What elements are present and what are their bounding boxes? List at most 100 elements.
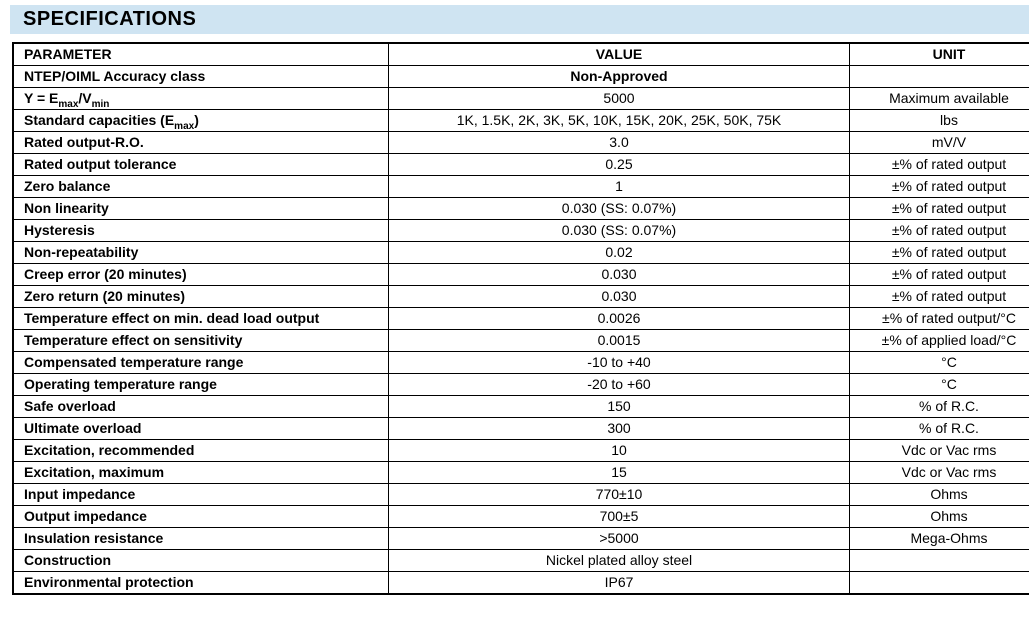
unit-cell: °C xyxy=(849,373,1029,396)
value-cell: >5000 xyxy=(388,527,850,550)
unit-cell: Vdc or Vac rms xyxy=(849,439,1029,462)
value-cell: 0.030 xyxy=(388,263,850,286)
unit-cell: Maximum available xyxy=(849,87,1029,110)
value-cell: 770±10 xyxy=(388,483,850,506)
unit-cell: Mega-Ohms xyxy=(849,527,1029,550)
table-row: NTEP/OIML Accuracy class Non-Approved xyxy=(12,65,1029,88)
parameter-cell: Ultimate overload xyxy=(12,417,389,440)
unit-cell: lbs xyxy=(849,109,1029,132)
parameter-cell: Creep error (20 minutes) xyxy=(12,263,389,286)
value-cell: 0.0015 xyxy=(388,329,850,352)
table-row: Non-repeatability 0.02 ±% of rated output xyxy=(12,241,1029,264)
unit-cell: ±% of rated output xyxy=(849,197,1029,220)
unit-cell xyxy=(849,65,1029,88)
value-cell: -20 to +60 xyxy=(388,373,850,396)
parameter-cell: Temperature effect on min. dead load out… xyxy=(12,307,389,330)
unit-cell: Ohms xyxy=(849,483,1029,506)
table-row: Y = Emax/Vmin 5000 Maximum available xyxy=(12,87,1029,110)
unit-cell xyxy=(849,571,1029,595)
table-row: Operating temperature range -20 to +60 °C xyxy=(12,373,1029,396)
parameter-cell: Insulation resistance xyxy=(12,527,389,550)
value-cell: 0.0026 xyxy=(388,307,850,330)
parameter-cell: Excitation, maximum xyxy=(12,461,389,484)
value-cell: 0.030 (SS: 0.07%) xyxy=(388,219,850,242)
table-row: Excitation, maximum 15 Vdc or Vac rms xyxy=(12,461,1029,484)
table-row: Safe overload 150% of R.C. xyxy=(12,395,1029,418)
value-cell: 0.030 (SS: 0.07%) xyxy=(388,197,850,220)
parameter-cell: Non linearity xyxy=(12,197,389,220)
value-cell: 0.02 xyxy=(388,241,850,264)
value-cell: 300 xyxy=(388,417,850,440)
value-cell: Non-Approved xyxy=(388,65,850,88)
unit-cell: °C xyxy=(849,351,1029,374)
value-cell: 3.0 xyxy=(388,131,850,154)
table-row: Input impedance 770±10 Ohms xyxy=(12,483,1029,506)
value-cell: Nickel plated alloy steel xyxy=(388,549,850,572)
parameter-cell: Zero balance xyxy=(12,175,389,198)
unit-cell: ±% of applied load/°C xyxy=(849,329,1029,352)
value-cell: 0.25 xyxy=(388,153,850,176)
parameter-cell: Y = Emax/Vmin xyxy=(12,87,389,110)
table-row: Environmental protection IP67 xyxy=(12,571,1029,595)
table-row: Rated output tolerance 0.25 ±% of rated ou… xyxy=(12,153,1029,176)
parameter-cell: Zero return (20 minutes) xyxy=(12,285,389,308)
unit-cell: ±% of rated output xyxy=(849,263,1029,286)
table-row: Temperature effect on sensitivity 0.0015 ±… xyxy=(12,329,1029,352)
parameter-cell: Rated output tolerance xyxy=(12,153,389,176)
parameter-cell: Safe overload xyxy=(12,395,389,418)
unit-cell xyxy=(849,549,1029,572)
unit-cell: ±% of rated output xyxy=(849,285,1029,308)
parameter-cell: Excitation, recommended xyxy=(12,439,389,462)
table-row: Hysteresis 0.030 (SS: 0.07%) ±% of rated o… xyxy=(12,219,1029,242)
parameter-cell: Construction xyxy=(12,549,389,572)
value-cell: 700±5 xyxy=(388,505,850,528)
table-row: Output impedance 700±5 Ohms xyxy=(12,505,1029,528)
unit-cell: ±% of rated output xyxy=(849,241,1029,264)
unit-cell: % of R.C. xyxy=(849,417,1029,440)
column-header-parameter: PARAMETER xyxy=(12,42,389,66)
table-row: Ultimate overload 300% of R.C. xyxy=(12,417,1029,440)
parameter-cell: NTEP/OIML Accuracy class xyxy=(12,65,389,88)
value-cell: 1 xyxy=(388,175,850,198)
table-row: Excitation, recommended 10 Vdc or Vac rms xyxy=(12,439,1029,462)
parameter-cell: Output impedance xyxy=(12,505,389,528)
value-cell: IP67 xyxy=(388,571,850,595)
table-row: Compensated temperature range -10 to +40 °… xyxy=(12,351,1029,374)
unit-cell: % of R.C. xyxy=(849,395,1029,418)
table-row: Standard capacities (Emax) 1K, 1.5K, 2K, … xyxy=(12,109,1029,132)
unit-cell: Ohms xyxy=(849,505,1029,528)
unit-cell: mV/V xyxy=(849,131,1029,154)
value-cell: 15 xyxy=(388,461,850,484)
table-header-row: PARAMETER VALUE UNIT xyxy=(12,42,1029,66)
value-cell: 150 xyxy=(388,395,850,418)
value-cell: 10 xyxy=(388,439,850,462)
table-body: NTEP/OIML Accuracy class Non-Approved Y = … xyxy=(12,65,1029,595)
value-cell: 5000 xyxy=(388,87,850,110)
parameter-cell: Rated output-R.O. xyxy=(12,131,389,154)
table-row: Non linearity 0.030 (SS: 0.07%) ±% of rate… xyxy=(12,197,1029,220)
unit-cell: ±% of rated output xyxy=(849,219,1029,242)
parameter-cell: Environmental protection xyxy=(12,571,389,595)
parameter-cell: Input impedance xyxy=(12,483,389,506)
column-header-unit: UNIT xyxy=(849,42,1029,66)
unit-cell: Vdc or Vac rms xyxy=(849,461,1029,484)
table-row: Zero return (20 minutes) 0.030 ±% of rated… xyxy=(12,285,1029,308)
table-row: Insulation resistance >5000 Mega-Ohms xyxy=(12,527,1029,550)
table-row: Temperature effect on min. dead load out… xyxy=(12,307,1029,330)
parameter-cell: Temperature effect on sensitivity xyxy=(12,329,389,352)
table-row: Construction Nickel plated alloy steel xyxy=(12,549,1029,572)
table-row: Zero balance 1 ±% of rated output xyxy=(12,175,1029,198)
section-title: SPECIFICATIONS xyxy=(23,8,197,30)
unit-cell: ±% of rated output xyxy=(849,175,1029,198)
unit-cell: ±% of rated output xyxy=(849,153,1029,176)
parameter-cell: Compensated temperature range xyxy=(12,351,389,374)
table-row: Rated output-R.O. 3.0 mV/V xyxy=(12,131,1029,154)
value-cell: -10 to +40 xyxy=(388,351,850,374)
section-header-banner: SPECIFICATIONS xyxy=(10,5,1029,34)
value-cell: 0.030 xyxy=(388,285,850,308)
parameter-cell: Standard capacities (Emax) xyxy=(12,109,389,132)
specifications-table: PARAMETER VALUE UNIT NTEP/OIML Accuracy … xyxy=(12,42,1029,595)
column-header-value: VALUE xyxy=(388,42,850,66)
table-row: Creep error (20 minutes) 0.030 ±% of rated… xyxy=(12,263,1029,286)
